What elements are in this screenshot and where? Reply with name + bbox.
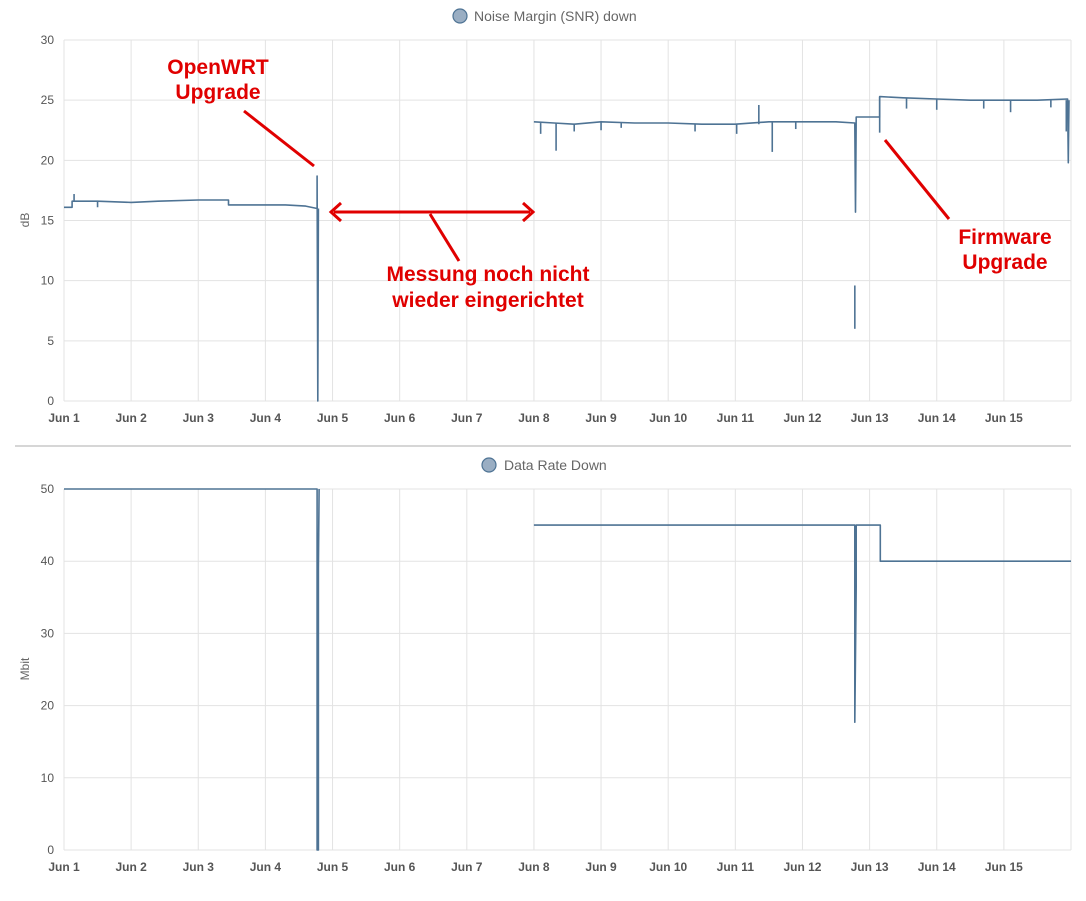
rate-y-axis-label: Mbit bbox=[18, 657, 32, 680]
annotations: OpenWRT Upgrade Messung noch nicht wiede… bbox=[167, 56, 1051, 312]
snr-x-tick-label: Jun 4 bbox=[250, 411, 282, 425]
snr-y-tick-label: 0 bbox=[47, 394, 54, 408]
firmware-annotation-line2: Upgrade bbox=[962, 251, 1047, 274]
rate-x-tick-label: Jun 9 bbox=[585, 860, 617, 874]
rate-x-tick-label: Jun 13 bbox=[851, 860, 889, 874]
snr-y-axis-label: dB bbox=[18, 213, 32, 228]
messung-annotation-line1: Messung noch nicht bbox=[386, 263, 589, 286]
snr-x-tick-label: Jun 6 bbox=[384, 411, 416, 425]
snr-y-tick-label: 15 bbox=[41, 214, 55, 228]
snr-x-tick-label: Jun 15 bbox=[985, 411, 1023, 425]
snr-chart: Noise Margin (SNR) down 0 5 10 15 20 25 30 Jun… bbox=[18, 8, 1072, 425]
firmware-annotation-line1: Firmware bbox=[958, 226, 1051, 249]
snr-x-tick-label: Jun 1 bbox=[48, 411, 80, 425]
rate-x-tick-label: Jun 7 bbox=[451, 860, 483, 874]
rate-x-tick-label: Jun 3 bbox=[183, 860, 215, 874]
snr-y-tick-label: 30 bbox=[41, 33, 55, 47]
rate-y-ticks: 0 10 20 30 40 50 bbox=[41, 482, 55, 857]
snr-series bbox=[64, 95, 1070, 402]
rate-legend-marker[interactable] bbox=[481, 457, 497, 473]
snr-x-ticks: Jun 1 Jun 2 Jun 3 Jun 4 Jun 5 Jun 6 Jun 7 Jun 8… bbox=[48, 411, 1023, 425]
snr-x-tick-label: Jun 8 bbox=[518, 411, 550, 425]
rate-x-tick-label: Jun 14 bbox=[918, 860, 956, 874]
rate-legend-label[interactable]: Data Rate Down bbox=[504, 457, 607, 473]
messung-annotation-line2: wieder eingerichtet bbox=[391, 289, 583, 312]
gap-arrow-head-right bbox=[521, 201, 536, 223]
rate-y-tick-label: 50 bbox=[41, 482, 55, 496]
snr-x-tick-label: Jun 11 bbox=[717, 411, 755, 425]
snr-x-tick-label: Jun 3 bbox=[183, 411, 215, 425]
firmware-pointer-line bbox=[883, 139, 951, 220]
openwrt-pointer-line bbox=[243, 109, 315, 168]
rate-x-tick-label: Jun 10 bbox=[649, 860, 687, 874]
rate-series bbox=[64, 488, 1071, 851]
snr-x-tick-label: Jun 9 bbox=[585, 411, 617, 425]
snr-series-line-0 bbox=[64, 175, 320, 402]
snr-x-tick-label: Jun 13 bbox=[851, 411, 889, 425]
snr-legend-marker[interactable] bbox=[452, 8, 468, 24]
snr-x-tick-label: Jun 2 bbox=[115, 411, 147, 425]
rate-x-tick-label: Jun 12 bbox=[783, 860, 821, 874]
rate-x-tick-label: Jun 15 bbox=[985, 860, 1023, 874]
rate-x-tick-label: Jun 8 bbox=[518, 860, 550, 874]
rate-series-line-1 bbox=[533, 524, 1071, 724]
rate-x-ticks: Jun 1 Jun 2 Jun 3 Jun 4 Jun 5 Jun 6 Jun 7 Jun 8… bbox=[48, 860, 1023, 874]
snr-x-tick-label: Jun 5 bbox=[317, 411, 349, 425]
openwrt-annotation-line1: OpenWRT bbox=[167, 56, 269, 79]
snr-x-tick-label: Jun 14 bbox=[918, 411, 956, 425]
rate-x-tick-label: Jun 4 bbox=[250, 860, 282, 874]
rate-series-line-0 bbox=[64, 488, 320, 851]
snr-gridlines bbox=[63, 39, 1072, 402]
snr-legend[interactable]: Noise Margin (SNR) down bbox=[452, 8, 637, 24]
snr-y-tick-label: 25 bbox=[41, 93, 55, 107]
rate-x-tick-label: Jun 1 bbox=[48, 860, 80, 874]
rate-legend[interactable]: Data Rate Down bbox=[481, 457, 607, 473]
rate-y-tick-label: 30 bbox=[41, 626, 55, 640]
gap-arrow-head-left bbox=[328, 201, 343, 223]
snr-x-tick-label: Jun 7 bbox=[451, 411, 483, 425]
snr-y-ticks: 0 5 10 15 20 25 30 bbox=[41, 33, 55, 408]
rate-x-tick-label: Jun 11 bbox=[717, 860, 755, 874]
openwrt-annotation-line2: Upgrade bbox=[175, 81, 260, 104]
snr-y-tick-label: 10 bbox=[41, 274, 55, 288]
messung-pointer-line bbox=[428, 213, 461, 262]
rate-x-tick-label: Jun 5 bbox=[317, 860, 349, 874]
snr-y-tick-label: 5 bbox=[47, 334, 54, 348]
snr-y-tick-label: 20 bbox=[41, 153, 55, 167]
rate-gridlines bbox=[63, 488, 1072, 851]
rate-y-tick-label: 40 bbox=[41, 554, 55, 568]
snr-series-line-1 bbox=[533, 95, 1070, 213]
rate-y-tick-label: 20 bbox=[41, 699, 55, 713]
rate-x-tick-label: Jun 6 bbox=[384, 860, 416, 874]
rate-x-tick-label: Jun 2 bbox=[115, 860, 147, 874]
snr-x-tick-label: Jun 10 bbox=[649, 411, 687, 425]
snr-legend-label[interactable]: Noise Margin (SNR) down bbox=[474, 8, 637, 24]
snr-x-tick-label: Jun 12 bbox=[783, 411, 821, 425]
rate-y-tick-label: 0 bbox=[47, 843, 54, 857]
rate-y-tick-label: 10 bbox=[41, 771, 55, 785]
